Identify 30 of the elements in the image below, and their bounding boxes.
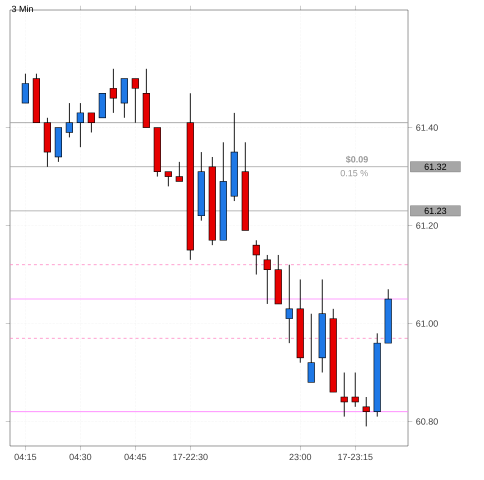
x-tick-label: 23:00 [289,454,312,460]
x-tick-label: 04:45 [124,454,146,460]
x-tick-label: 04:15 [14,454,36,460]
candlestick [362,396,370,427]
ref-line-label: 61.32 [424,164,446,170]
candlestick [340,372,348,418]
annotation: 0.15 % [340,170,368,176]
candlestick [66,102,73,138]
candlestick [308,313,315,383]
chart-title: 3 Min [12,6,33,12]
candlestick [88,112,95,133]
y-tick-label: 61.20 [416,222,438,229]
candlestick [286,264,293,344]
candlestick [132,78,139,124]
y-tick-label: 60.80 [416,418,438,425]
x-tick-label: 17-23:15 [338,454,373,460]
candlestick [164,171,172,187]
candlestick [76,102,84,148]
candlestick [176,161,183,182]
candlestick [110,68,117,114]
x-tick-label: 17-22:30 [173,454,208,460]
ref-line-label: 61.23 [424,208,446,214]
candlestick [352,372,359,408]
candlestick [22,73,29,104]
candlestick [264,254,271,304]
annotation: $0.09 [346,156,368,164]
x-tick-label: 04:30 [69,454,92,460]
y-tick-label: 61.00 [416,320,438,327]
y-tick-label: 61.40 [416,124,438,131]
candlestick [252,240,260,275]
